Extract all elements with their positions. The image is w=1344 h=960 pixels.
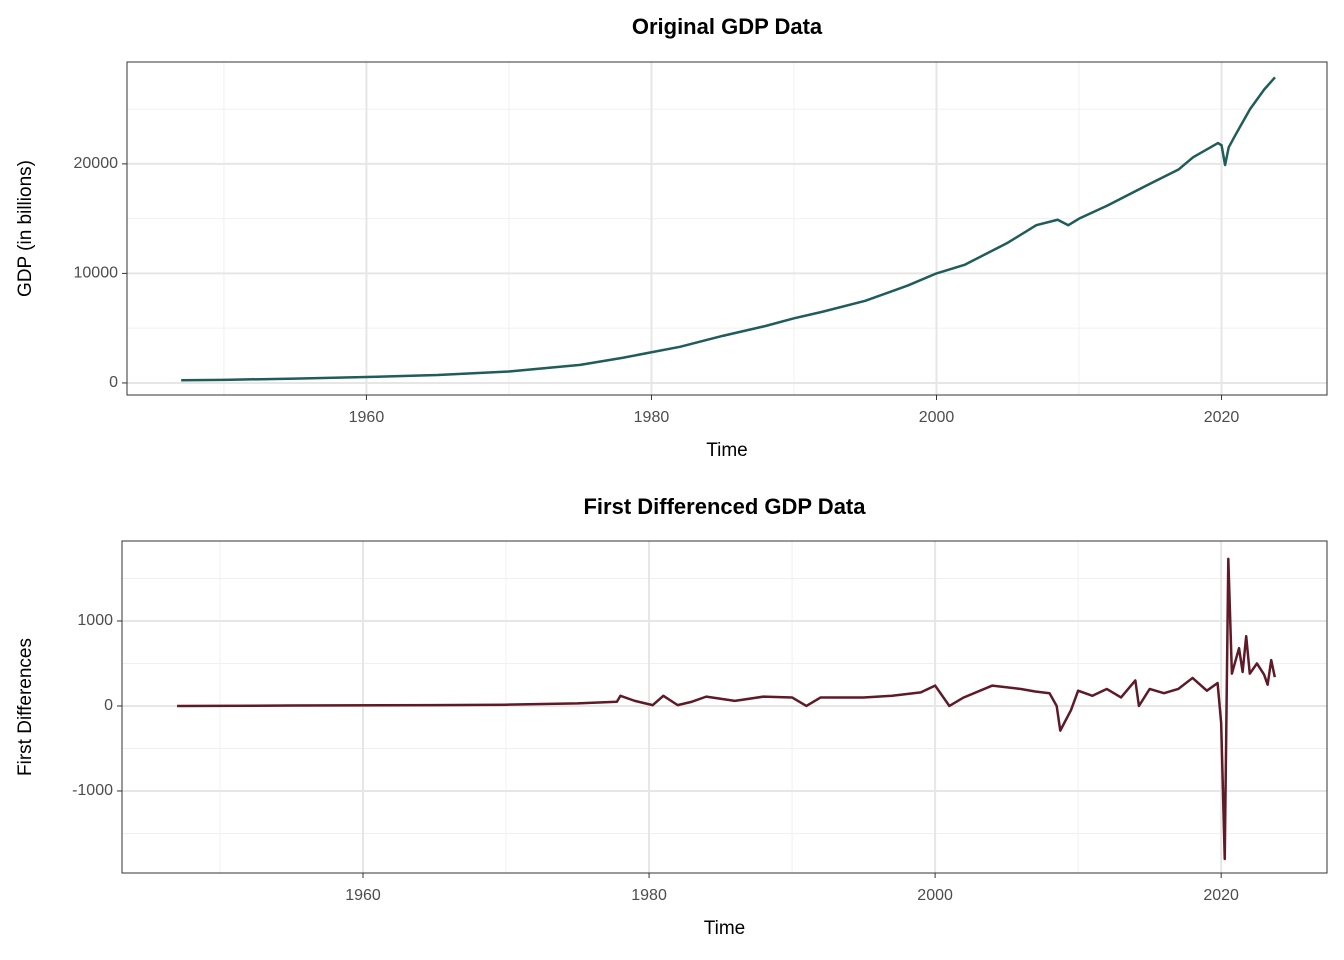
x-tick-label: 2020 [1204, 409, 1240, 426]
y-tick-label: -1000 [72, 782, 113, 799]
x-tick-label: 1980 [631, 887, 667, 904]
x-axis-label: Time [706, 440, 748, 461]
x-tick-label: 2000 [919, 409, 955, 426]
plot-background [122, 541, 1327, 873]
chart-title: Original GDP Data [632, 14, 823, 39]
x-tick-label: 1960 [349, 409, 385, 426]
y-tick-label: 0 [104, 697, 113, 714]
x-tick-label: 2000 [917, 887, 953, 904]
x-tick-label: 1960 [345, 887, 381, 904]
data-line [181, 76, 1276, 382]
plot-border [126, 61, 1328, 396]
x-tick-label: 2020 [1203, 887, 1239, 904]
y-axis-label: First Differences [15, 638, 36, 776]
y-tick-label: 1000 [77, 612, 113, 629]
x-tick-label: 1980 [634, 409, 670, 426]
y-tick-label: 20000 [74, 155, 119, 172]
plot-background [127, 62, 1327, 395]
x-axis-label: Time [704, 918, 746, 939]
chart-title: First Differenced GDP Data [583, 494, 866, 519]
data-line [177, 557, 1277, 861]
plot-border [121, 540, 1328, 874]
y-tick-label: 10000 [74, 265, 119, 282]
y-tick-label: 0 [109, 374, 118, 391]
y-axis-label: GDP (in billions) [15, 160, 36, 297]
